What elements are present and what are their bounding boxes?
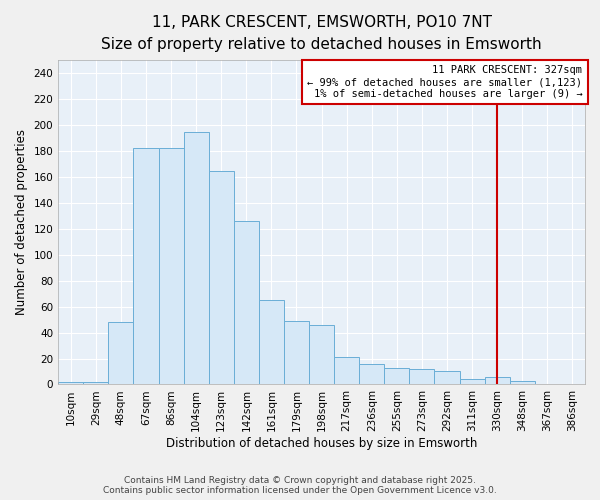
Bar [184,132,209,384]
Text: Contains HM Land Registry data © Crown copyright and database right 2025.
Contai: Contains HM Land Registry data © Crown c… [103,476,497,495]
Bar [460,380,485,384]
Bar [209,170,234,384]
Bar [385,368,409,384]
Bar [58,382,83,384]
Text: 11 PARK CRESCENT: 327sqm
← 99% of detached houses are smaller (1,123)
1% of semi: 11 PARK CRESCENT: 327sqm ← 99% of detach… [307,66,583,98]
Bar [485,376,510,384]
Title: 11, PARK CRESCENT, EMSWORTH, PO10 7NT
Size of property relative to detached hous: 11, PARK CRESCENT, EMSWORTH, PO10 7NT Si… [101,15,542,52]
Bar [284,321,309,384]
Bar [409,369,434,384]
X-axis label: Distribution of detached houses by size in Emsworth: Distribution of detached houses by size … [166,437,477,450]
Bar [158,148,184,384]
Bar [234,221,259,384]
Bar [334,357,359,384]
Bar [133,148,158,384]
Bar [510,380,535,384]
Y-axis label: Number of detached properties: Number of detached properties [15,130,28,316]
Bar [109,322,133,384]
Bar [309,325,334,384]
Bar [359,364,385,384]
Bar [259,300,284,384]
Bar [83,382,109,384]
Bar [434,372,460,384]
